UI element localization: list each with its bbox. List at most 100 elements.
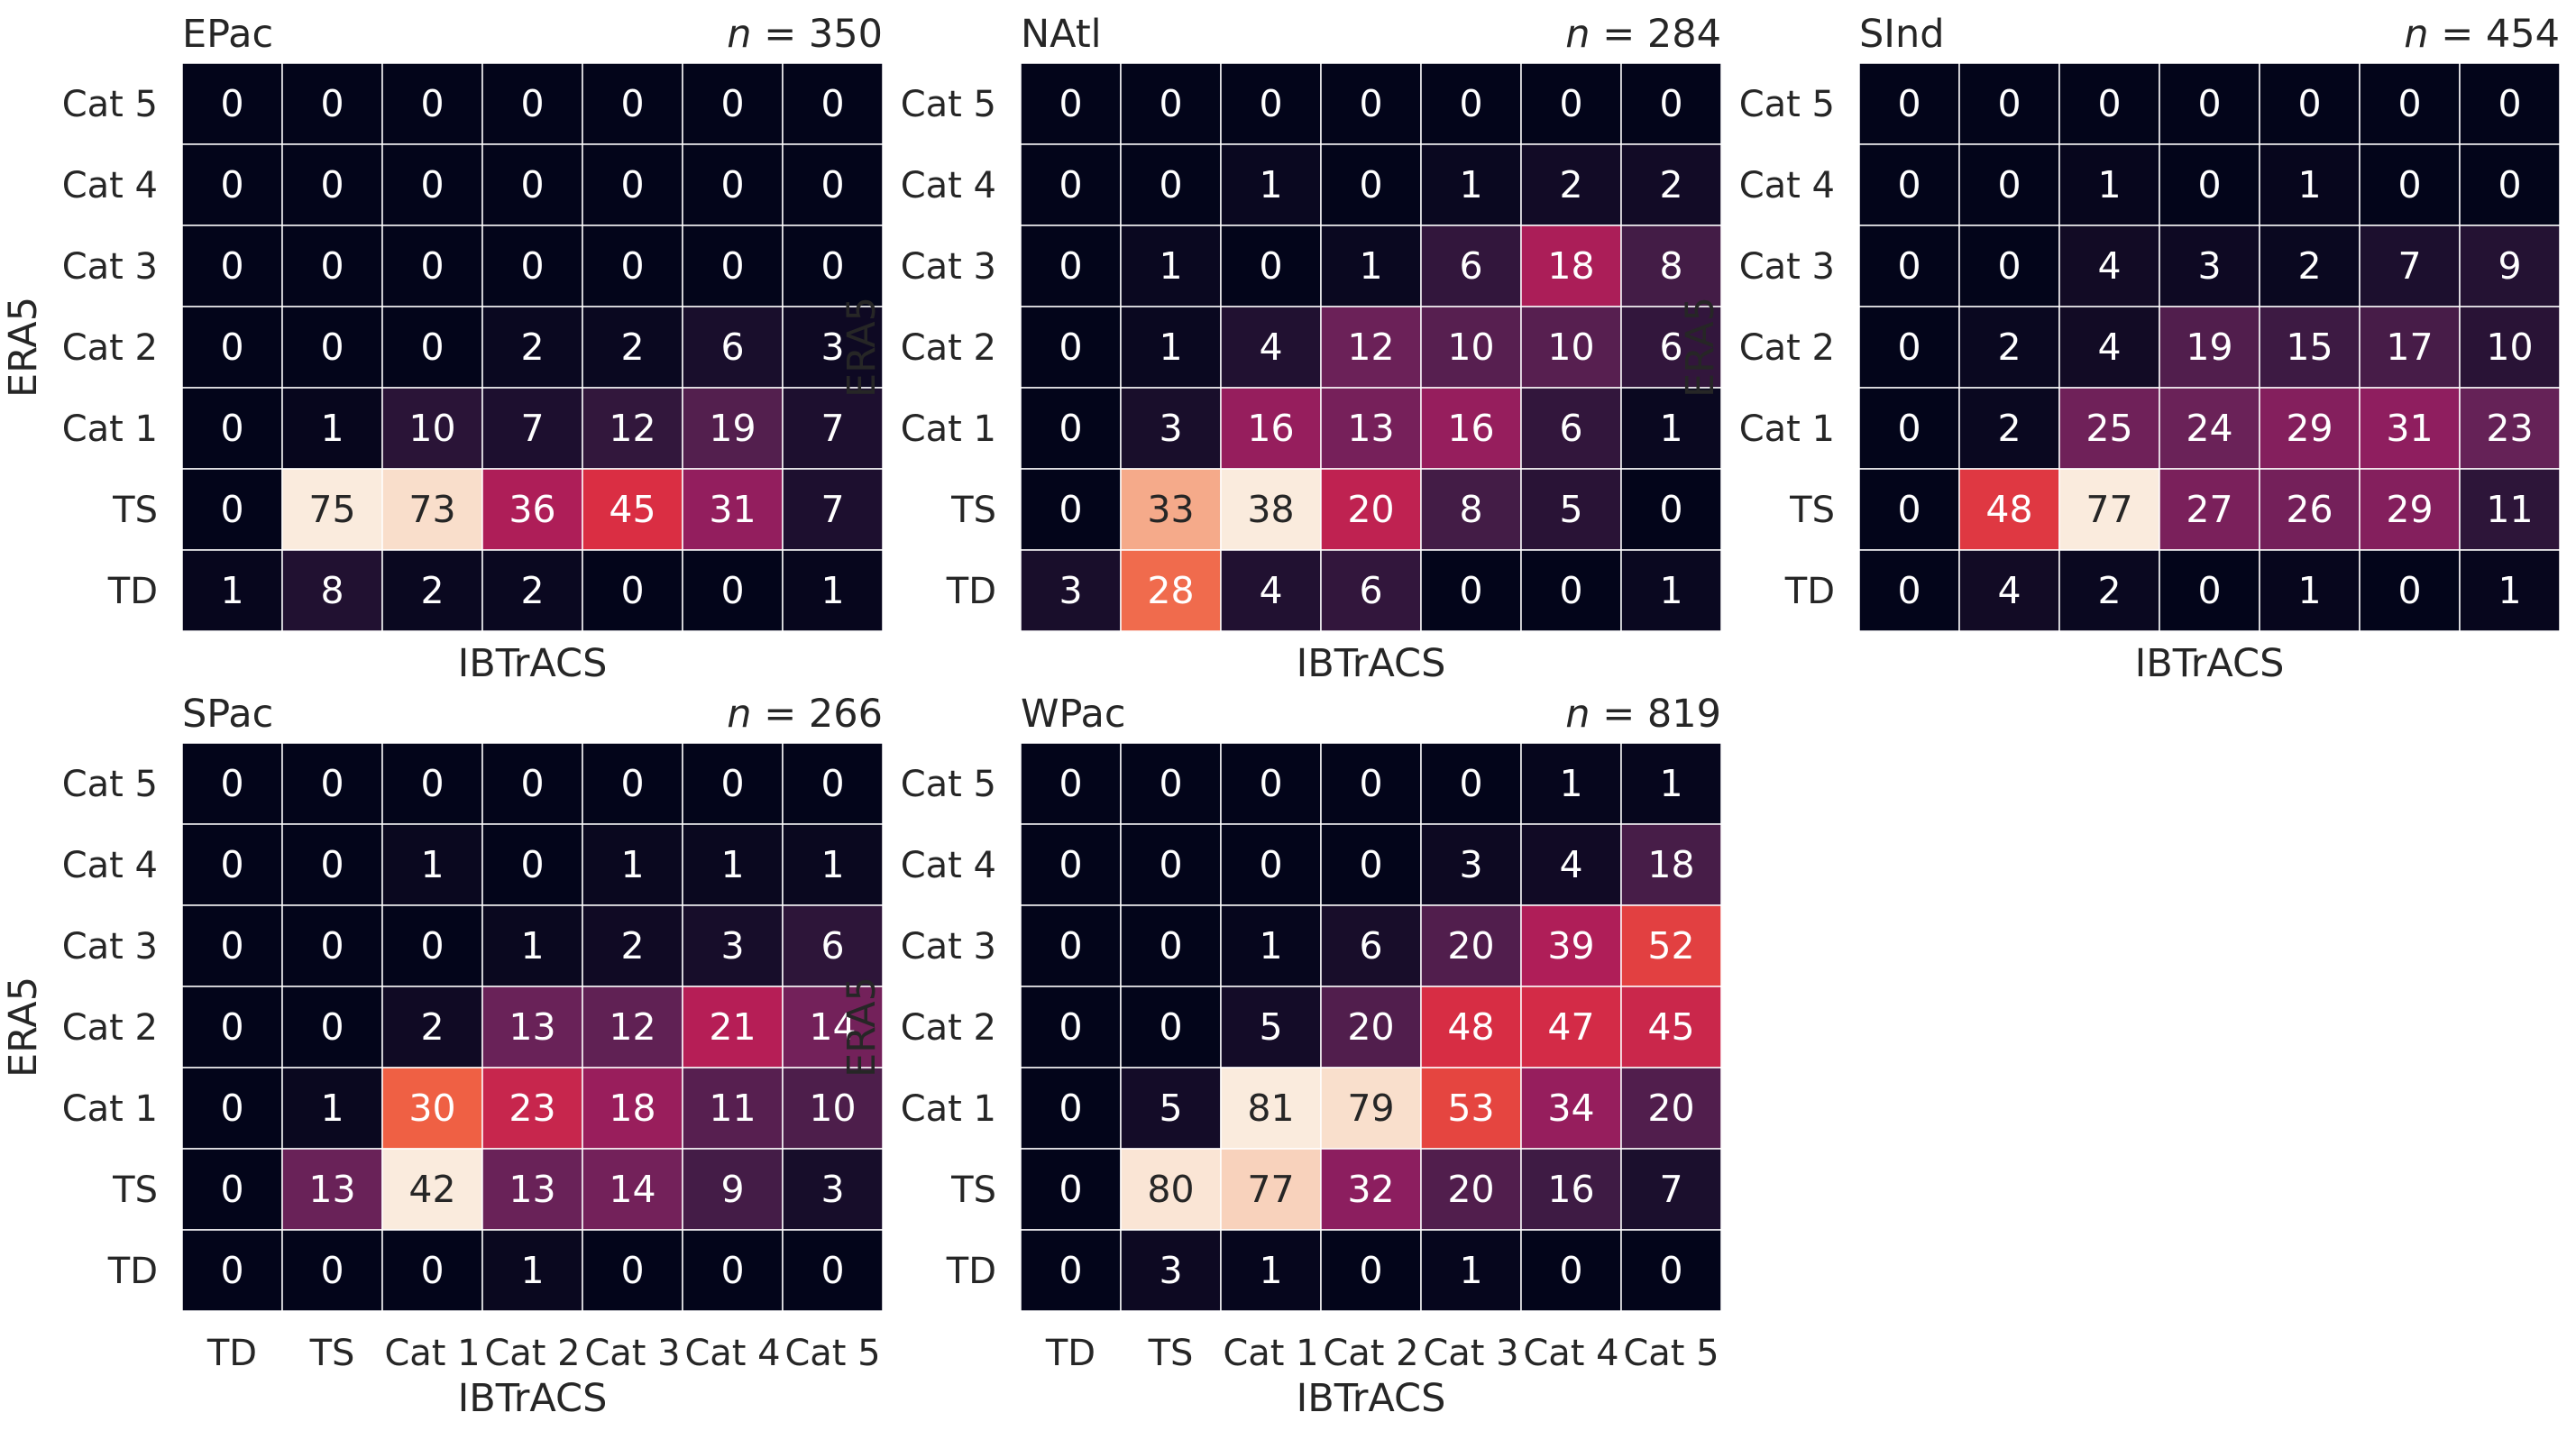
heatmap-cell: [481, 742, 583, 825]
cell-value: 0: [2397, 82, 2421, 125]
cell-value: 0: [220, 163, 243, 206]
cell-value: 0: [520, 762, 544, 805]
cell-value: 14: [809, 1005, 856, 1049]
cell-value: 0: [320, 843, 344, 886]
cell-value: 0: [2197, 163, 2221, 206]
cell-value: 0: [1897, 244, 1921, 288]
heatmap-panel-wpac: 0 0 0 0 0 1 10 0 0 0 3 4 180 0 1 6 20 39 520 0 5 20 48 47 450 5 81…: [839, 692, 1722, 1421]
heatmap-cell: [582, 742, 683, 825]
cell-value: 10: [809, 1087, 856, 1130]
cell-value: 26: [2286, 488, 2333, 531]
cell-value: 4: [1559, 843, 1582, 886]
cell-value: 0: [420, 244, 444, 288]
y-tick-label: TD: [107, 1251, 158, 1292]
heatmap-cell: [682, 306, 784, 389]
cell-value: 1: [1659, 762, 1682, 805]
cell-value: 20: [1447, 1168, 1494, 1211]
cell-value: 2: [2297, 244, 2321, 288]
cell-value: 20: [1647, 1087, 1694, 1130]
cell-value: 0: [220, 1087, 243, 1130]
n-value: = 819: [1591, 692, 1721, 737]
heatmap-cell: [181, 62, 283, 145]
cell-value: 0: [2197, 82, 2221, 125]
heatmap-cell: [2259, 549, 2361, 632]
y-tick-label: Cat 1: [62, 408, 158, 450]
heatmap-cell: [1020, 1148, 1122, 1231]
cell-value: 10: [1447, 326, 1494, 369]
x-axis-label: IBTrACS: [2135, 641, 2285, 686]
heatmap-cell: [1220, 1067, 1322, 1150]
heatmap-cell: [1120, 62, 1222, 145]
cell-value: 0: [620, 569, 644, 612]
cell-value: 4: [1259, 569, 1282, 612]
heatmap-cell: [481, 904, 583, 987]
cell-value: 0: [1559, 1249, 1582, 1292]
heatmap-cell: [281, 62, 383, 145]
heatmap-cell: [1620, 904, 1722, 987]
cell-value: 0: [720, 82, 744, 125]
cell-value: 34: [1547, 1087, 1594, 1130]
heatmap-cell: [1220, 549, 1322, 632]
cell-value: 0: [2297, 82, 2321, 125]
cell-value: 16: [1247, 407, 1294, 450]
heatmap-cell: [782, 468, 884, 551]
cell-value: 14: [609, 1168, 655, 1211]
cell-value: 20: [1347, 1005, 1394, 1049]
cell-value: 1: [720, 843, 744, 886]
cell-value: 2: [1559, 163, 1582, 206]
x-tick-label: Cat 4: [684, 1333, 780, 1374]
heatmap-cell: [381, 549, 483, 632]
cell-value: 0: [1059, 163, 1082, 206]
cell-value: 0: [1359, 843, 1382, 886]
cell-value: 24: [2186, 407, 2232, 450]
cell-value: 2: [520, 569, 544, 612]
cell-value: 0: [320, 1005, 344, 1049]
y-tick-label: TD: [107, 571, 158, 612]
n-symbol: n: [2404, 12, 2428, 57]
cell-value: 10: [408, 407, 455, 450]
heatmap-cell: [782, 1229, 884, 1312]
x-tick-label: Cat 1: [384, 1333, 480, 1374]
heatmap-cell: [281, 742, 383, 825]
cell-value: 0: [1259, 244, 1282, 288]
heatmap-cell: [682, 225, 784, 307]
x-tick-label: Cat 4: [1523, 1333, 1618, 1374]
y-tick-label: Cat 4: [1739, 165, 1835, 206]
heatmap-cell: [181, 549, 283, 632]
heatmap-cell: [1020, 549, 1122, 632]
heatmap-cell: [782, 143, 884, 226]
heatmap-cell: [1120, 1229, 1222, 1312]
cell-value: 52: [1647, 924, 1694, 968]
cell-value: 18: [1647, 843, 1694, 886]
heatmap-cell: [1520, 549, 1622, 632]
n-value: = 350: [752, 12, 883, 57]
heatmap-cell: [481, 1229, 583, 1312]
n-value: = 284: [1591, 12, 1721, 57]
heatmap-cell: [281, 306, 383, 389]
panel-title: NAtl: [1021, 12, 1102, 57]
y-tick-label: Cat 3: [1739, 246, 1835, 288]
y-axis-label: ERA5: [839, 297, 885, 398]
heatmap-cell: [782, 225, 884, 307]
heatmap-cell: [682, 904, 784, 987]
cell-value: 0: [1359, 82, 1382, 125]
heatmap-cell: [2459, 387, 2561, 470]
heatmap-cell: [1520, 225, 1622, 307]
cell-value: 0: [220, 407, 243, 450]
heatmap-cell: [1120, 468, 1222, 551]
heatmap-cell: [2159, 306, 2260, 389]
heatmap-cell: [782, 986, 884, 1069]
cell-value: 45: [609, 488, 655, 531]
heatmap-cell: [1620, 1148, 1722, 1231]
cell-value: 0: [1059, 762, 1082, 805]
cell-value: 31: [2386, 407, 2433, 450]
cell-value: 39: [1547, 924, 1594, 968]
heatmap-cell: [2359, 549, 2461, 632]
x-tick-label: Cat 5: [1623, 1333, 1719, 1374]
cell-value: 6: [1359, 924, 1382, 968]
heatmap-cell: [2058, 549, 2160, 632]
cell-value: 81: [1247, 1087, 1294, 1130]
cell-value: 18: [609, 1087, 655, 1130]
heatmap-panel-epac: 0 0 0 0 0 0 00 0 0 0 0 0 00 0 0 0 0 0 00 0 0 2 2 6 30 1 10 7 12 19 70 7…: [1, 12, 884, 686]
